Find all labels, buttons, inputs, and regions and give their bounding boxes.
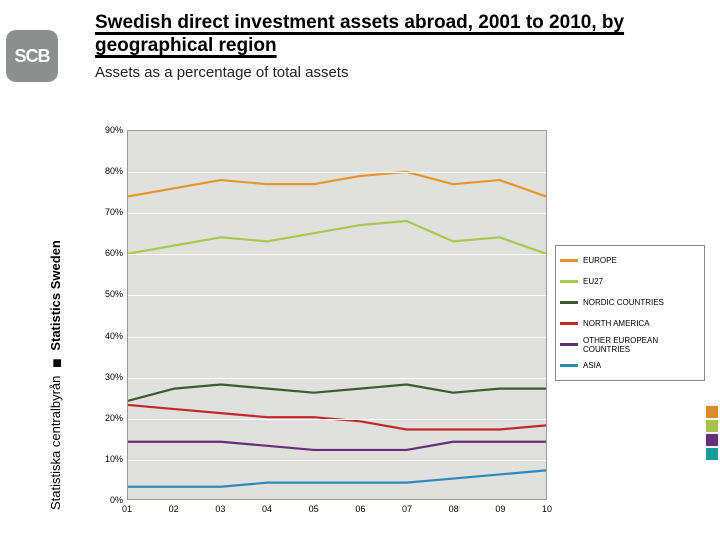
series-line — [128, 442, 546, 450]
scb-logo-text: SCB — [14, 46, 49, 67]
grid-line — [128, 254, 546, 255]
x-axis-label: 06 — [355, 504, 365, 514]
y-axis-label: 30% — [93, 372, 123, 382]
legend-swatch — [560, 301, 578, 304]
y-axis-label: 0% — [93, 495, 123, 505]
legend-item: EU27 — [560, 271, 700, 292]
legend-item: ASIA — [560, 355, 700, 376]
x-axis-label: 04 — [262, 504, 272, 514]
series-line — [128, 172, 546, 197]
y-axis-label: 70% — [93, 207, 123, 217]
legend-label: OTHER EUROPEAN COUNTRIES — [583, 336, 700, 354]
grid-line — [128, 337, 546, 338]
brand-square — [706, 420, 718, 432]
series-line — [128, 470, 546, 486]
y-axis-label: 80% — [93, 166, 123, 176]
legend-label: NORTH AMERICA — [583, 319, 650, 328]
grid-line — [128, 172, 546, 173]
legend-label: EUROPE — [583, 256, 617, 265]
grid-line — [128, 419, 546, 420]
chart: EUROPE EU27 NORDIC COUNTRIES NORTH AMERICA O… — [95, 130, 705, 530]
x-axis-label: 07 — [402, 504, 412, 514]
x-axis-label: 01 — [122, 504, 132, 514]
series-line — [128, 385, 546, 401]
chart-lines — [128, 131, 546, 499]
page-title: Swedish direct investment assets abroad,… — [95, 12, 712, 60]
legend-item: NORTH AMERICA — [560, 313, 700, 334]
x-axis-label: 08 — [449, 504, 459, 514]
grid-line — [128, 460, 546, 461]
legend-swatch — [560, 259, 578, 262]
brand-color-squares — [706, 406, 718, 460]
x-axis-label: 05 — [309, 504, 319, 514]
grid-line — [128, 295, 546, 296]
legend-swatch — [560, 343, 578, 346]
scb-logo: SCB — [6, 30, 58, 82]
y-axis-label: 10% — [93, 454, 123, 464]
grid-line — [128, 213, 546, 214]
legend-label: EU27 — [583, 277, 603, 286]
series-line — [128, 221, 546, 254]
y-axis-label: 50% — [93, 289, 123, 299]
legend-item: OTHER EUROPEAN COUNTRIES — [560, 334, 700, 355]
legend-swatch — [560, 280, 578, 283]
grid-line — [128, 378, 546, 379]
legend-item: NORDIC COUNTRIES — [560, 292, 700, 313]
x-axis-label: 02 — [169, 504, 179, 514]
x-axis-label: 10 — [542, 504, 552, 514]
x-axis-label: 09 — [495, 504, 505, 514]
chart-plot-area — [127, 130, 547, 500]
legend-item: EUROPE — [560, 250, 700, 271]
rail-brand-text: Statistiska centralbyrån ■ Statistics Sw… — [48, 240, 67, 510]
legend-label: ASIA — [583, 361, 601, 370]
x-axis-label: 03 — [215, 504, 225, 514]
brand-square — [706, 434, 718, 446]
chart-legend: EUROPE EU27 NORDIC COUNTRIES NORTH AMERICA O… — [555, 245, 705, 381]
y-axis-label: 40% — [93, 331, 123, 341]
y-axis-label: 60% — [93, 248, 123, 258]
y-axis-label: 20% — [93, 413, 123, 423]
legend-swatch — [560, 322, 578, 325]
brand-square — [706, 448, 718, 460]
y-axis-label: 90% — [93, 125, 123, 135]
brand-square — [706, 406, 718, 418]
series-line — [128, 405, 546, 430]
legend-label: NORDIC COUNTRIES — [583, 298, 664, 307]
page-subtitle: Assets as a percentage of total assets — [95, 64, 712, 81]
legend-swatch — [560, 364, 578, 367]
